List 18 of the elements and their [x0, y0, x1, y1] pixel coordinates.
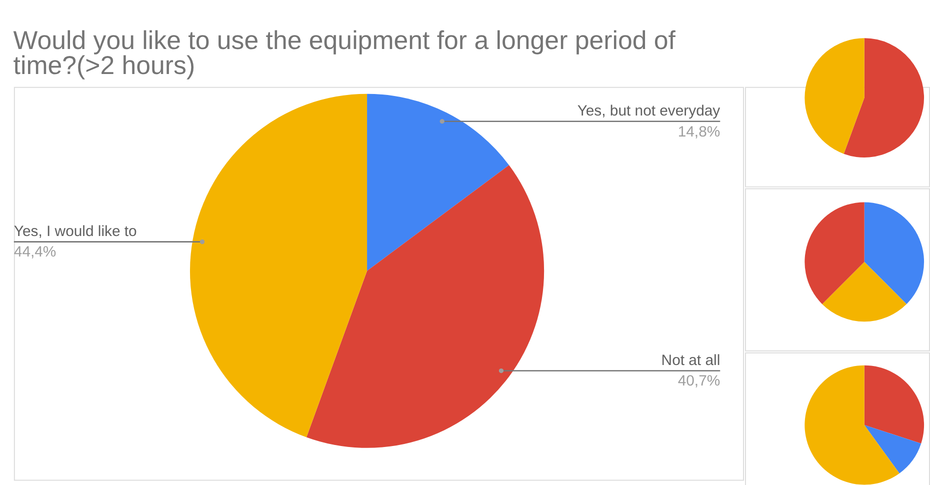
data-label: 14,8% — [678, 124, 720, 140]
pie-slice — [804, 365, 900, 485]
pie-slice — [306, 165, 544, 448]
slice-label: Not at all — [661, 352, 720, 369]
chart-title: Would you like to use the equipment for a longer period of time?(>2 hours) — [13, 27, 676, 80]
pie-slice — [190, 94, 368, 438]
data-label: 40,7% — [678, 374, 720, 390]
pie-slice — [864, 425, 922, 474]
pie-slice — [804, 202, 864, 304]
pie-slice — [804, 38, 864, 154]
pie-slice — [367, 94, 510, 271]
slice-label: Yes, I would like to — [14, 224, 137, 240]
pie-slice — [864, 202, 924, 304]
pie-slice — [844, 38, 924, 158]
pie-slice — [864, 365, 924, 444]
data-label: 44,4% — [14, 244, 56, 261]
pie-slice — [822, 262, 907, 322]
slice-label: Yes, but not everyday — [577, 103, 721, 120]
